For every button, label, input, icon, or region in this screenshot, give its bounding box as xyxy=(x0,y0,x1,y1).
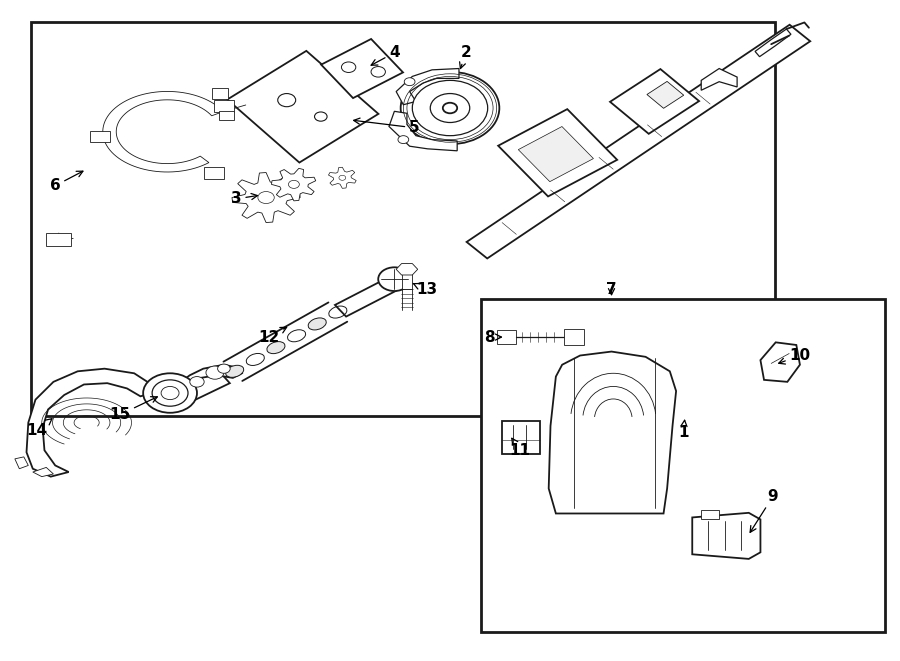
Text: 14: 14 xyxy=(27,418,52,438)
Polygon shape xyxy=(482,299,886,632)
Text: 13: 13 xyxy=(413,282,437,297)
Bar xyxy=(220,110,234,120)
Circle shape xyxy=(443,102,457,113)
Text: 1: 1 xyxy=(678,420,688,440)
Circle shape xyxy=(430,94,470,122)
Polygon shape xyxy=(701,69,737,91)
Polygon shape xyxy=(396,69,459,104)
Text: 8: 8 xyxy=(484,330,501,344)
Polygon shape xyxy=(14,457,28,469)
Polygon shape xyxy=(232,173,301,223)
Bar xyxy=(214,100,234,112)
Polygon shape xyxy=(760,342,800,382)
Circle shape xyxy=(218,364,230,373)
Text: 2: 2 xyxy=(460,45,472,69)
Polygon shape xyxy=(610,69,699,134)
Polygon shape xyxy=(26,369,152,477)
Polygon shape xyxy=(396,264,418,275)
Circle shape xyxy=(339,175,346,180)
Polygon shape xyxy=(31,22,775,416)
Text: 5: 5 xyxy=(354,118,419,136)
Circle shape xyxy=(206,366,224,379)
Ellipse shape xyxy=(308,318,327,330)
Bar xyxy=(497,330,517,344)
Bar xyxy=(204,167,224,179)
Bar xyxy=(91,132,110,142)
Polygon shape xyxy=(755,29,791,57)
Text: 7: 7 xyxy=(607,282,616,297)
Polygon shape xyxy=(549,352,676,514)
Circle shape xyxy=(371,67,385,77)
Polygon shape xyxy=(228,51,378,163)
Circle shape xyxy=(258,192,274,204)
Circle shape xyxy=(161,387,179,400)
Text: 3: 3 xyxy=(231,191,257,206)
Text: 15: 15 xyxy=(109,397,158,422)
Polygon shape xyxy=(647,81,684,108)
Text: 12: 12 xyxy=(258,327,286,344)
Text: 6: 6 xyxy=(50,171,83,193)
Polygon shape xyxy=(32,467,53,477)
Polygon shape xyxy=(466,24,810,258)
Bar xyxy=(212,89,229,98)
Text: 4: 4 xyxy=(371,45,400,65)
Circle shape xyxy=(378,267,410,291)
Circle shape xyxy=(288,180,300,188)
Text: 11: 11 xyxy=(509,438,530,458)
Polygon shape xyxy=(389,111,457,151)
Ellipse shape xyxy=(267,342,285,354)
Ellipse shape xyxy=(226,366,244,377)
Polygon shape xyxy=(692,513,760,559)
Circle shape xyxy=(278,94,296,106)
Polygon shape xyxy=(335,276,403,317)
Circle shape xyxy=(152,380,188,407)
Circle shape xyxy=(341,62,356,73)
Bar xyxy=(701,510,719,520)
Bar xyxy=(502,420,540,453)
Polygon shape xyxy=(176,365,242,393)
Text: 10: 10 xyxy=(778,348,811,364)
Polygon shape xyxy=(518,126,593,182)
Circle shape xyxy=(190,377,204,387)
Polygon shape xyxy=(272,169,316,201)
Polygon shape xyxy=(328,167,356,188)
Polygon shape xyxy=(166,370,230,408)
Polygon shape xyxy=(103,91,223,172)
Polygon shape xyxy=(401,271,412,289)
Circle shape xyxy=(404,78,415,86)
Circle shape xyxy=(412,81,488,136)
Bar xyxy=(564,329,584,345)
Bar xyxy=(46,233,71,247)
Circle shape xyxy=(398,136,409,143)
Circle shape xyxy=(314,112,327,121)
Circle shape xyxy=(400,72,500,144)
Polygon shape xyxy=(321,39,403,98)
Circle shape xyxy=(143,373,197,412)
Polygon shape xyxy=(499,109,617,196)
Text: 9: 9 xyxy=(750,489,778,532)
